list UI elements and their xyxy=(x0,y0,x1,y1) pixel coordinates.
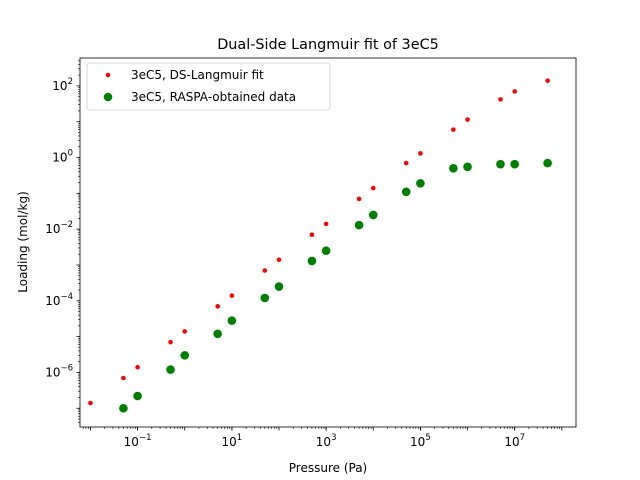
raspa-point xyxy=(510,159,519,169)
y-tick-base: 10 xyxy=(45,365,60,379)
raspa-point xyxy=(354,220,364,230)
raspa-point xyxy=(307,256,317,266)
raspa-point xyxy=(401,187,411,197)
fit-point xyxy=(88,400,93,406)
x-tick-label: 107 xyxy=(504,433,525,449)
fit-point xyxy=(182,329,188,334)
x-tick-exponent: 1 xyxy=(237,433,242,443)
y-tick-exponent: 2 xyxy=(68,77,73,87)
y-axis-label: Loading (mol/kg) xyxy=(16,191,30,293)
x-tick-label: 101 xyxy=(222,433,243,449)
y-tick-label: 100 xyxy=(52,149,73,165)
fit-point xyxy=(403,160,409,166)
y-tick-label: 10−2 xyxy=(45,220,73,236)
legend-frame xyxy=(86,62,331,111)
legend-marker-raspa xyxy=(103,92,113,102)
fit-point xyxy=(356,196,362,202)
y-tick-label: 10−4 xyxy=(45,292,73,308)
fit-point xyxy=(168,339,173,345)
x-axis-ticks: 10−1 101 103 105 107 xyxy=(82,427,563,449)
y-tick-exponent: −4 xyxy=(60,292,73,302)
fit-point xyxy=(323,221,329,227)
y-tick-base: 10 xyxy=(45,294,60,308)
raspa-point xyxy=(543,158,552,168)
fit-point xyxy=(262,268,268,273)
raspa-point xyxy=(180,351,190,360)
raspa-point xyxy=(213,329,222,339)
plot-frame xyxy=(79,57,577,428)
raspa-point xyxy=(368,210,378,220)
fit-point xyxy=(229,293,235,298)
x-tick-label: 105 xyxy=(410,433,431,449)
y-tick-exponent: 0 xyxy=(68,149,73,159)
raspa-point xyxy=(119,403,128,413)
x-tick-exponent: 5 xyxy=(425,433,430,443)
x-tick-base: 10 xyxy=(124,435,139,449)
x-tick-base: 10 xyxy=(316,435,331,449)
fit-point xyxy=(418,151,423,156)
fit-point xyxy=(451,127,456,132)
legend-label-raspa: 3eC5, RASPA-obtained data xyxy=(131,90,296,104)
raspa-point xyxy=(321,246,331,256)
fit-point xyxy=(309,232,315,238)
y-tick-base: 10 xyxy=(45,222,60,236)
legend-marker-fit xyxy=(105,72,111,78)
fit-point xyxy=(512,89,517,94)
fit-point xyxy=(370,185,376,191)
x-tick-exponent: 3 xyxy=(331,433,336,443)
y-tick-exponent: −2 xyxy=(60,220,73,230)
raspa-point xyxy=(416,179,425,188)
fit-point xyxy=(465,117,470,122)
y-tick-exponent: −6 xyxy=(60,363,73,373)
x-tick-label: 103 xyxy=(316,433,337,449)
raspa-point xyxy=(133,391,142,401)
raspa-point xyxy=(274,282,284,291)
y-tick-label: 102 xyxy=(52,77,73,93)
x-tick-label: 10−1 xyxy=(124,433,152,449)
raspa-point xyxy=(166,365,175,374)
data-marks xyxy=(88,78,552,413)
x-tick-exponent: 7 xyxy=(520,433,525,443)
fit-point xyxy=(545,78,550,83)
x-axis-label: Pressure (Pa) xyxy=(289,461,367,475)
raspa-point xyxy=(496,159,505,169)
raspa-point xyxy=(463,162,472,172)
fit-point xyxy=(121,375,126,381)
x-tick-base: 10 xyxy=(504,435,519,449)
x-tick-base: 10 xyxy=(410,435,425,449)
fit-point xyxy=(498,97,503,102)
x-tick-exponent: −1 xyxy=(139,433,152,443)
y-tick-base: 10 xyxy=(52,151,67,165)
fit-point xyxy=(276,257,282,263)
y-tick-base: 10 xyxy=(52,79,67,93)
legend: 3eC5, DS-Langmuir fit 3eC5, RASPA-obtain… xyxy=(86,62,331,111)
raspa-point xyxy=(449,164,458,173)
raspa-point xyxy=(227,316,237,325)
raspa-point xyxy=(260,293,270,303)
y-tick-label: 10−6 xyxy=(45,363,73,379)
fit-point xyxy=(135,364,140,370)
fit-point xyxy=(215,304,220,309)
x-tick-base: 10 xyxy=(222,435,237,449)
chart-title: Dual-Side Langmuir fit of 3eC5 xyxy=(217,37,439,53)
legend-label-fit: 3eC5, DS-Langmuir fit xyxy=(131,68,264,82)
